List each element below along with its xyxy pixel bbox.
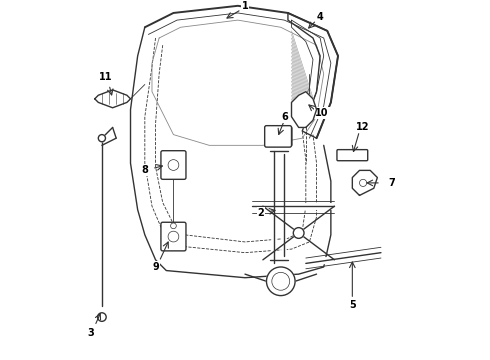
Text: 4: 4 bbox=[317, 12, 323, 22]
Text: 5: 5 bbox=[349, 300, 356, 310]
Text: 6: 6 bbox=[281, 112, 288, 122]
Circle shape bbox=[98, 313, 106, 321]
Polygon shape bbox=[292, 92, 317, 127]
Circle shape bbox=[294, 228, 304, 238]
FancyBboxPatch shape bbox=[337, 150, 368, 161]
Text: 3: 3 bbox=[88, 328, 95, 338]
FancyBboxPatch shape bbox=[161, 151, 186, 179]
Polygon shape bbox=[352, 170, 377, 195]
Circle shape bbox=[267, 267, 295, 296]
Text: 10: 10 bbox=[315, 108, 329, 118]
Text: 11: 11 bbox=[98, 72, 112, 82]
Text: 1: 1 bbox=[242, 1, 248, 11]
Text: 9: 9 bbox=[152, 262, 159, 272]
Polygon shape bbox=[95, 90, 130, 108]
FancyBboxPatch shape bbox=[265, 126, 292, 147]
Text: 2: 2 bbox=[258, 208, 265, 218]
Circle shape bbox=[98, 135, 105, 142]
FancyBboxPatch shape bbox=[161, 222, 186, 251]
Text: 8: 8 bbox=[142, 165, 148, 175]
Text: 12: 12 bbox=[356, 122, 370, 132]
Text: 7: 7 bbox=[388, 178, 395, 188]
